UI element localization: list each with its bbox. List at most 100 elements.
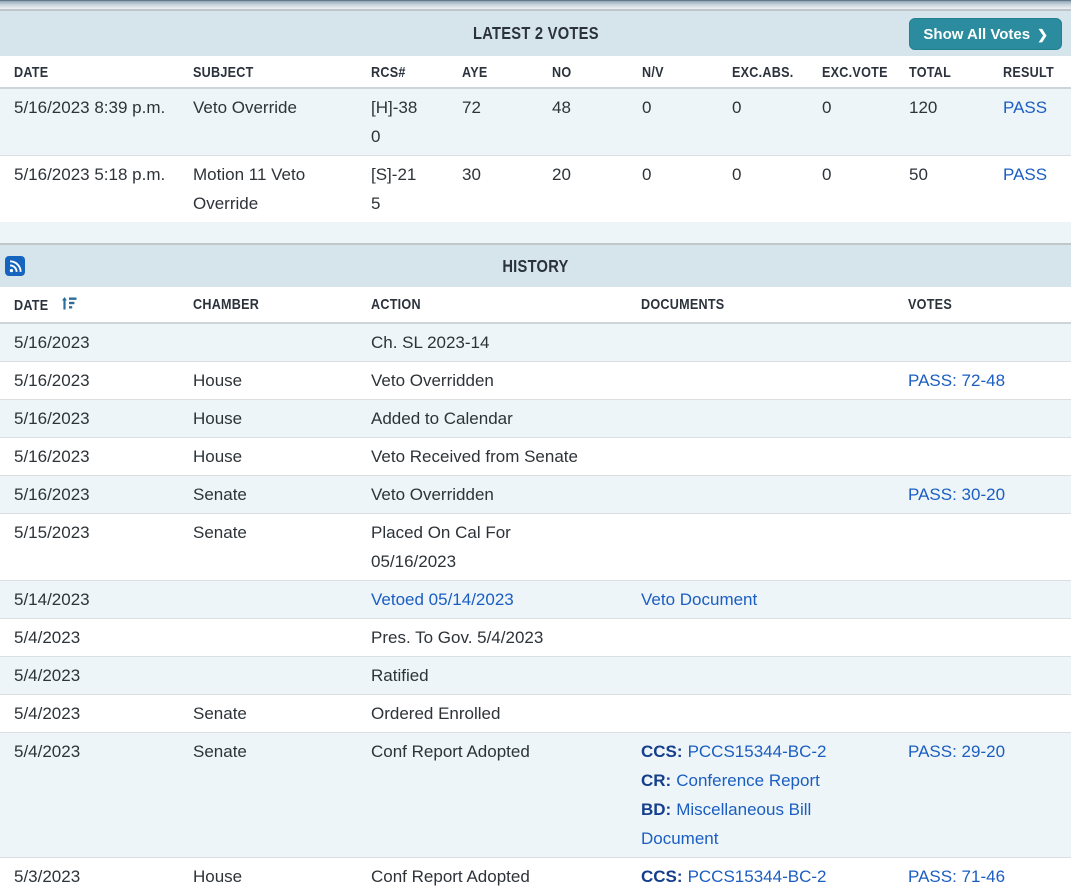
history-votes — [894, 657, 1071, 694]
table-row: 5/16/2023 Senate Veto Overridden PASS: 3… — [0, 475, 1071, 513]
vote-rcs: [H]-380 — [371, 98, 418, 146]
document-link[interactable]: Miscellaneous Bill Document — [641, 800, 812, 848]
history-date: 5/16/2023 — [14, 333, 90, 352]
vote-subject: Motion 11 Veto Override — [193, 165, 306, 213]
history-chamber — [179, 324, 357, 361]
history-col-chamber: CHAMBER — [193, 296, 260, 313]
history-vote-link[interactable]: PASS: 71-46 — [908, 867, 1006, 886]
history-action: Ratified — [371, 666, 429, 685]
document-type-label: CCS: — [641, 742, 683, 761]
history-date: 5/4/2023 — [14, 742, 81, 761]
history-chamber: Senate — [193, 704, 247, 723]
history-vote-link[interactable]: PASS: 30-20 — [908, 485, 1006, 504]
history-column-header-row: DATE CHAMBER ACTION DOCUMENTS VOTES — [0, 287, 1071, 324]
vote-subject: Veto Override — [193, 98, 297, 117]
history-action: Veto Overridden — [371, 485, 494, 504]
history-documents: CCS: PCCS15344-BC-2 CR: Conference Report … — [627, 733, 894, 857]
history-chamber — [179, 619, 357, 656]
vote-aye: 30 — [462, 165, 481, 184]
history-votes — [894, 514, 1071, 580]
table-row: 5/4/2023 Senate Ordered Enrolled — [0, 694, 1071, 732]
history-documents: Veto Document — [627, 581, 894, 618]
history-chamber: Senate — [193, 523, 247, 542]
history-documents — [627, 476, 894, 513]
votes-col-result: RESULT — [1003, 64, 1054, 81]
document-type-label: CR: — [641, 771, 672, 790]
history-date: 5/4/2023 — [14, 704, 81, 723]
table-row: 5/15/2023 Senate Placed On Cal For 05/16… — [0, 513, 1071, 580]
history-action: Conf Report Adopted — [371, 742, 530, 761]
table-row: 5/14/2023 Vetoed 05/14/2023 Veto Documen… — [0, 580, 1071, 618]
history-date: 5/16/2023 — [14, 371, 90, 390]
latest-votes-header: LATEST 2 VOTES Show All Votes ❯ — [0, 11, 1071, 56]
votes-table-footer-stripe — [0, 222, 1071, 243]
show-all-votes-label: Show All Votes — [923, 25, 1031, 43]
history-documents — [627, 695, 894, 732]
vote-result-link[interactable]: PASS — [1003, 165, 1048, 184]
table-row: 5/3/2023 House Conf Report Adopted CCS: P… — [0, 857, 1071, 887]
rss-icon[interactable] — [5, 256, 25, 276]
vote-exc-abs: 0 — [732, 98, 742, 117]
history-col-action: ACTION — [371, 296, 421, 313]
history-date: 5/14/2023 — [14, 590, 90, 609]
table-row: 5/16/2023 House Added to Calendar — [0, 399, 1071, 437]
vote-no: 48 — [552, 98, 571, 117]
history-action: Veto Received from Senate — [371, 447, 578, 466]
history-date: 5/3/2023 — [14, 867, 81, 886]
votes-col-no: NO — [552, 64, 572, 81]
history-chamber: House — [193, 371, 243, 390]
votes-col-excabs: EXC.ABS. — [732, 64, 794, 81]
history-date: 5/16/2023 — [14, 485, 90, 504]
vote-exc-vote: 0 — [822, 165, 832, 184]
votes-col-rcs: RCS# — [371, 64, 406, 81]
history-date: 5/16/2023 — [14, 447, 90, 466]
vote-date: 5/16/2023 8:39 p.m. — [14, 98, 166, 117]
show-all-votes-button[interactable]: Show All Votes ❯ — [909, 18, 1062, 50]
chevron-right-icon: ❯ — [1037, 26, 1048, 42]
document-link[interactable]: Veto Document — [641, 590, 758, 609]
history-date: 5/16/2023 — [14, 409, 90, 428]
history-title: HISTORY — [502, 255, 569, 276]
history-col-date-sort[interactable]: DATE — [0, 287, 179, 322]
panel-separator — [0, 243, 1071, 245]
votes-col-excvote: EXC.VOTE — [822, 64, 888, 81]
history-col-votes: VOTES — [908, 296, 952, 313]
history-action: Pres. To Gov. 5/4/2023 — [371, 628, 544, 647]
history-action: Added to Calendar — [371, 409, 513, 428]
table-row: 5/4/2023 Pres. To Gov. 5/4/2023 — [0, 618, 1071, 656]
history-chamber — [179, 581, 357, 618]
history-action: Ch. SL 2023-14 — [371, 333, 490, 352]
votes-col-subject: SUBJECT — [193, 64, 254, 81]
history-votes — [894, 695, 1071, 732]
vote-date: 5/16/2023 5:18 p.m. — [14, 165, 166, 184]
history-documents — [627, 619, 894, 656]
history-documents — [627, 362, 894, 399]
history-documents — [627, 514, 894, 580]
document-link[interactable]: PCCS15344-BC-2 — [687, 742, 827, 761]
table-row: 5/16/2023 8:39 p.m. Veto Override [H]-38… — [0, 89, 1071, 155]
vote-result-link[interactable]: PASS — [1003, 98, 1048, 117]
votes-col-total: TOTAL — [909, 64, 952, 81]
history-chamber: House — [193, 447, 243, 466]
table-row: 5/16/2023 5:18 p.m. Motion 11 Veto Overr… — [0, 155, 1071, 222]
history-chamber: Senate — [193, 742, 247, 761]
history-documents — [627, 657, 894, 694]
history-vote-link[interactable]: PASS: 29-20 — [908, 742, 1006, 761]
vote-no: 20 — [552, 165, 571, 184]
history-votes — [894, 619, 1071, 656]
history-action: Conf Report Adopted — [371, 867, 530, 886]
document-link[interactable]: Conference Report — [676, 771, 820, 790]
history-documents — [627, 438, 894, 475]
history-vote-link[interactable]: PASS: 72-48 — [908, 371, 1006, 390]
history-panel: HISTORY DATE CHAMBER ACTION DOCUMENTS VO… — [0, 245, 1071, 887]
history-table-body: 5/16/2023 Ch. SL 2023-14 5/16/2023 House… — [0, 324, 1071, 887]
history-action: Ordered Enrolled — [371, 704, 501, 723]
history-chamber — [179, 657, 357, 694]
vote-total: 50 — [909, 165, 928, 184]
document-link[interactable]: PCCS15344-BC-2 — [687, 867, 827, 886]
history-action: Veto Overridden — [371, 371, 494, 390]
history-action-link[interactable]: Vetoed 05/14/2023 — [371, 590, 514, 609]
history-chamber: House — [193, 409, 243, 428]
sort-ascending-icon — [61, 296, 77, 315]
table-row: 5/4/2023 Senate Conf Report Adopted CCS:… — [0, 732, 1071, 857]
